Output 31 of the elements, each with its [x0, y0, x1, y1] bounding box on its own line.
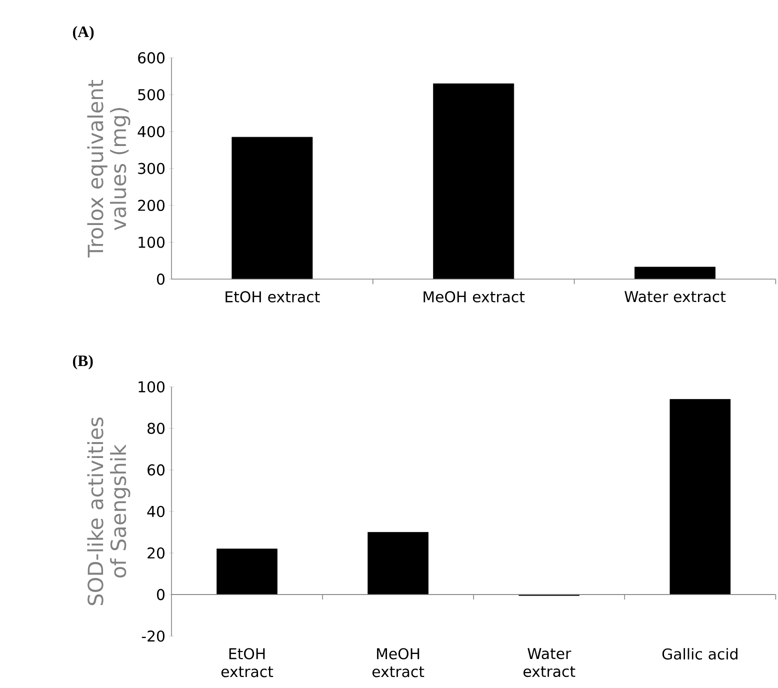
x-tick-label: Water extract [524, 648, 576, 678]
y-tick-label: 100 [138, 236, 164, 248]
y-tick-label: 20 [148, 547, 164, 559]
chart-title: (B) [72, 355, 93, 370]
y-tick-label: 0 [156, 588, 164, 600]
x-tick-label: EtOH extract [226, 291, 320, 302]
x-tick-label: Water extract [624, 291, 726, 302]
bar [670, 399, 731, 595]
x-tick-label: MeOH extract [372, 648, 424, 678]
x-tick-label: MeOH extract [424, 291, 525, 302]
y-axis-title: Trolox equivalent values (mg) [87, 80, 130, 258]
y-tick-label: -20 [142, 630, 164, 642]
y-axis-title: SOD-like activities of Saengshik [87, 418, 130, 606]
x-tick-label: EtOH extract [221, 648, 274, 678]
y-tick-label: 600 [138, 52, 164, 64]
y-tick-label: 80 [148, 422, 164, 434]
chart-title: (A) [72, 26, 94, 40]
y-tick-label: 500 [138, 89, 164, 100]
y-tick-label: 0 [156, 274, 164, 285]
y-tick-label: 40 [147, 506, 164, 518]
x-tick-label: Gallic acid [662, 648, 738, 660]
y-tick-label: 400 [138, 126, 164, 138]
y-tick-label: 200 [138, 200, 164, 212]
bar [232, 136, 313, 280]
y-tick-label: 60 [148, 464, 164, 476]
bar [368, 532, 428, 595]
bar [433, 83, 514, 280]
bar [634, 266, 716, 280]
y-tick-label: 300 [138, 162, 164, 174]
y-tick-label: 100 [138, 381, 164, 393]
bar [216, 548, 278, 595]
